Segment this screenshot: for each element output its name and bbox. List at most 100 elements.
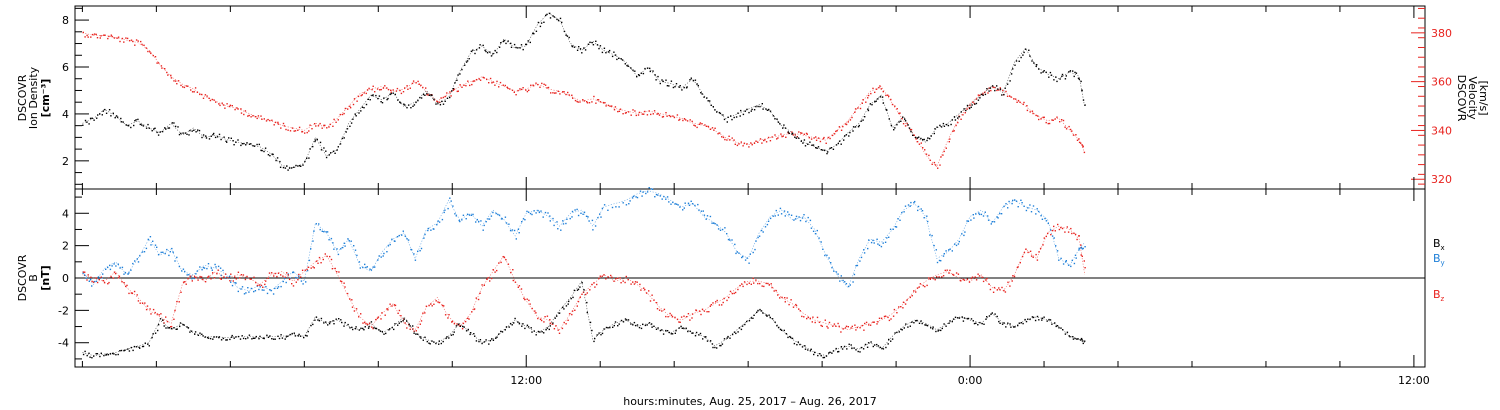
density-series-point [537, 21, 540, 24]
bz-series-point [520, 288, 523, 290]
velocity-series-point [532, 85, 535, 87]
density-series-point [422, 93, 425, 96]
by-series-point [315, 223, 317, 225]
by-series-point [936, 261, 939, 264]
velocity-series-trace [82, 32, 1085, 168]
by-series-point [287, 273, 289, 275]
bz-series-point [339, 280, 342, 282]
velocity-series-point [597, 99, 600, 101]
velocity-series-point [1064, 126, 1066, 128]
velocity-series-point [948, 141, 950, 143]
density-series-point [325, 156, 328, 159]
density-series-point [817, 146, 820, 148]
density-series-point [726, 121, 728, 123]
bx-series-point [1025, 320, 1028, 323]
density-series-point [646, 67, 649, 69]
velocity-series-point [757, 141, 759, 143]
bz-series-point [553, 328, 556, 330]
bz-series-point [322, 258, 324, 261]
velocity-series-point [347, 108, 349, 110]
bz-series-point [753, 282, 755, 284]
by-series-point [427, 227, 430, 230]
bx-series-point [887, 343, 889, 345]
bz-series-point [902, 307, 904, 309]
bz-series-point [723, 297, 725, 300]
bz-series-point [295, 281, 297, 283]
bx-series-point [438, 340, 440, 342]
density-series-point [573, 46, 576, 48]
bx-series-point [364, 326, 366, 328]
by-series-point [113, 263, 115, 265]
bz-series-point [137, 300, 140, 302]
bz-series-point [687, 313, 690, 315]
by-series-point [889, 228, 892, 230]
bx-series-point [975, 322, 977, 324]
bx-series-point [470, 332, 472, 334]
density-series-point [875, 100, 877, 102]
bx-series-point [698, 334, 700, 336]
density-series-point [867, 109, 870, 112]
bx-series-point [340, 319, 342, 321]
density-series-point [267, 154, 270, 156]
bz-series-point [748, 282, 750, 284]
by-series-point [886, 237, 888, 239]
bz-series-point [91, 280, 93, 283]
by-series-point [505, 222, 508, 224]
density-series-point [101, 114, 103, 116]
by-series-point [524, 219, 526, 221]
bz-series-point [798, 308, 800, 310]
bx-series-point [187, 327, 190, 329]
bx-series-point [692, 332, 694, 334]
velocity-series-point [656, 113, 658, 115]
velocity-series-point [997, 89, 1000, 91]
velocity-series-point [293, 130, 295, 132]
velocity-series-point [311, 128, 313, 130]
density-series-point [230, 137, 232, 139]
velocity-series-point [219, 104, 221, 107]
bz-series-point [264, 283, 266, 286]
bz-series-point [364, 321, 366, 324]
bz-series-point [425, 305, 428, 307]
density-series-point [753, 109, 756, 111]
bz-series-point [827, 327, 829, 329]
velocity-series-point [427, 94, 429, 96]
bx-series-point [220, 339, 223, 341]
velocity-series-point [280, 127, 282, 129]
bz-series-point [622, 280, 624, 282]
bx-series-point [680, 325, 682, 328]
density-series-point [556, 18, 558, 21]
bz-series-point [663, 308, 666, 311]
by-series-point [650, 188, 652, 190]
bx-series-point [752, 317, 754, 319]
bx-series-point [117, 353, 119, 356]
bz-series-point [286, 272, 288, 274]
bx-series-point [235, 336, 237, 338]
bx-series-point [804, 348, 807, 350]
velocity-series-point [271, 119, 273, 121]
bz-series-point [913, 290, 915, 292]
velocity-series-point [898, 112, 900, 115]
by-series-point [1078, 247, 1080, 249]
by-series-point [629, 200, 631, 202]
density-series-point [464, 64, 466, 66]
density-series-point [849, 131, 851, 134]
by-series-point [321, 230, 323, 232]
by-series-point [250, 287, 253, 290]
by-series-point [455, 215, 457, 217]
density-series-point [618, 57, 620, 59]
by-series-point [261, 289, 263, 291]
velocity-series-point [478, 78, 480, 80]
density-series-point [332, 150, 335, 152]
bz-series-point [473, 308, 476, 310]
velocity-series-point [409, 87, 411, 89]
density-series-point [852, 126, 855, 128]
density-series [82, 12, 1086, 171]
by-series-point [289, 277, 291, 279]
bz-series-point [244, 278, 247, 281]
density-series-point [439, 104, 442, 106]
bz-series-point [537, 317, 539, 320]
bz-series-point [605, 278, 607, 280]
density-series-point [742, 113, 745, 116]
density-series-point [110, 115, 112, 117]
bz-series-point [431, 305, 433, 307]
